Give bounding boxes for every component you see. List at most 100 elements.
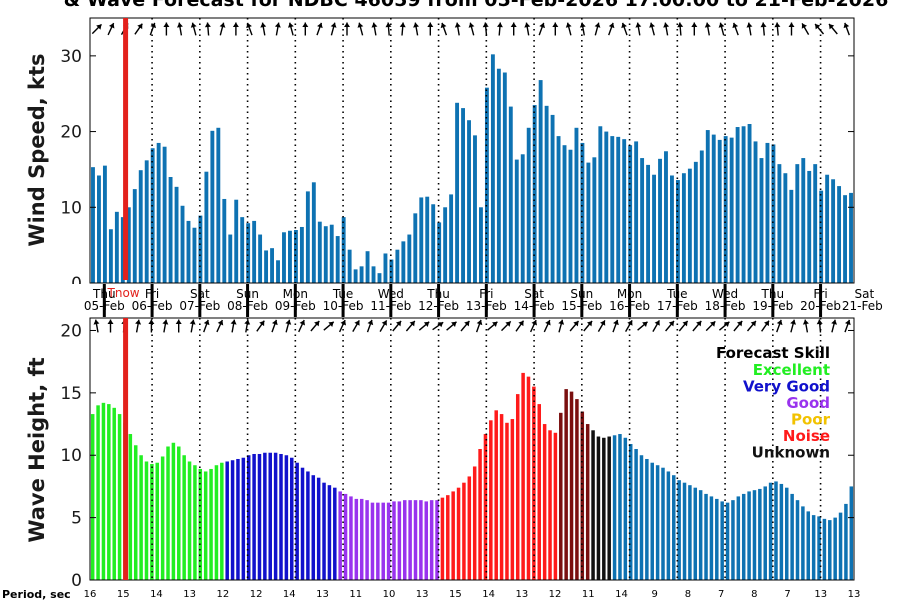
period-tick-label: 16	[84, 589, 97, 600]
direction-arrow	[718, 321, 730, 331]
wave-bar	[462, 482, 466, 580]
wave-bar	[741, 493, 746, 580]
legend-title: Forecast Skill	[716, 344, 830, 362]
wind-bar	[431, 204, 436, 283]
direction-arrow	[274, 22, 281, 36]
wave-bar	[709, 496, 714, 580]
wave-bar	[440, 497, 445, 580]
period-tick-label: 13	[848, 589, 861, 600]
wind-bar	[610, 136, 615, 283]
wave-bar	[661, 467, 665, 580]
wind-bar	[717, 139, 722, 283]
direction-arrow	[288, 22, 294, 36]
wind-bar	[849, 192, 853, 283]
wave-bar	[322, 482, 326, 580]
wind-bar	[377, 273, 382, 283]
wind-bar	[699, 150, 704, 283]
wave-bar	[376, 502, 380, 580]
period-tick-label: 13	[814, 589, 827, 600]
wave-plot-frame	[89, 317, 855, 581]
day-of-week-label: Thu	[92, 287, 116, 301]
wave-bar	[467, 476, 472, 580]
direction-arrow	[475, 319, 483, 333]
wave-bar	[623, 437, 628, 580]
direction-arrow	[594, 22, 601, 36]
direction-arrow	[746, 320, 757, 332]
wave-bar	[311, 475, 316, 580]
wave-bar	[300, 467, 305, 580]
wave-bar	[133, 445, 138, 580]
date-label: 17-Feb	[657, 299, 698, 313]
wave-bar	[166, 446, 170, 580]
wind-bar	[562, 145, 567, 283]
date-label: 15-Feb	[561, 299, 602, 313]
direction-arrow	[569, 320, 580, 332]
wind-bar	[228, 234, 233, 283]
wind-bar	[293, 230, 298, 283]
wave-bar	[354, 498, 359, 580]
direction-arrow	[432, 321, 444, 331]
direction-arrow	[454, 22, 461, 36]
wind-bar	[401, 241, 406, 283]
wave-bar	[720, 501, 724, 580]
wind-bar	[628, 145, 633, 283]
direction-arrow	[831, 319, 837, 333]
wave-bar	[424, 501, 429, 580]
direction-arrow	[338, 319, 346, 333]
wind-direction-arrows	[91, 22, 850, 36]
wind-bar	[765, 142, 770, 283]
day-of-week-label: Sun	[236, 287, 259, 301]
wind-bar	[353, 269, 358, 283]
day-separator	[723, 284, 727, 317]
day-separator	[771, 284, 775, 317]
direction-arrow	[302, 22, 309, 36]
legend-item: Unknown	[752, 444, 830, 462]
wave-bar	[209, 468, 213, 580]
wave-bar	[139, 455, 143, 580]
wave-bar	[596, 436, 601, 580]
wind-bar	[574, 127, 579, 283]
wave-bar	[435, 500, 439, 580]
direction-arrow	[497, 22, 503, 36]
wave-bar	[526, 376, 531, 580]
wave-bar	[397, 501, 402, 580]
wind-bar	[741, 126, 746, 284]
wave-bar	[811, 515, 816, 580]
date-label: 12-Feb	[418, 299, 459, 313]
day-separator	[532, 284, 536, 317]
wave-bar	[790, 493, 794, 580]
direction-arrow	[413, 22, 419, 36]
direction-arrow	[583, 320, 593, 332]
direction-arrow	[190, 22, 197, 36]
direction-arrow	[597, 320, 606, 332]
wind-bar	[443, 207, 448, 283]
day-separator	[198, 284, 202, 317]
direction-arrow	[843, 22, 850, 36]
direction-arrow	[260, 22, 267, 36]
direction-arrow	[558, 319, 565, 333]
wave-bar	[559, 412, 563, 580]
period-tick-label: 11	[582, 589, 595, 600]
direction-arrow	[285, 319, 292, 333]
direction-arrow	[677, 22, 684, 36]
wave-bar	[569, 391, 574, 580]
wind-bar	[580, 142, 585, 283]
wind-bar	[550, 114, 555, 283]
day-separator	[246, 284, 250, 317]
wave-height-panel: 0 5 10 15 20 Wave Height, ft Forecast SkillE…	[25, 317, 855, 591]
direction-arrow	[371, 22, 378, 36]
wave-bar	[381, 502, 385, 580]
wave-bar	[370, 502, 375, 580]
wind-bar	[299, 226, 304, 283]
wave-bar	[489, 420, 493, 580]
direction-arrow	[385, 22, 392, 36]
wind-bar	[592, 157, 597, 283]
direction-arrow	[135, 319, 142, 333]
date-label: 14-Feb	[514, 299, 555, 313]
wind-bar	[138, 170, 143, 283]
day-separator	[102, 284, 106, 317]
direction-arrow	[718, 22, 725, 36]
direction-arrow	[678, 320, 689, 332]
wind-bar	[735, 127, 740, 283]
direction-arrow	[399, 22, 406, 36]
